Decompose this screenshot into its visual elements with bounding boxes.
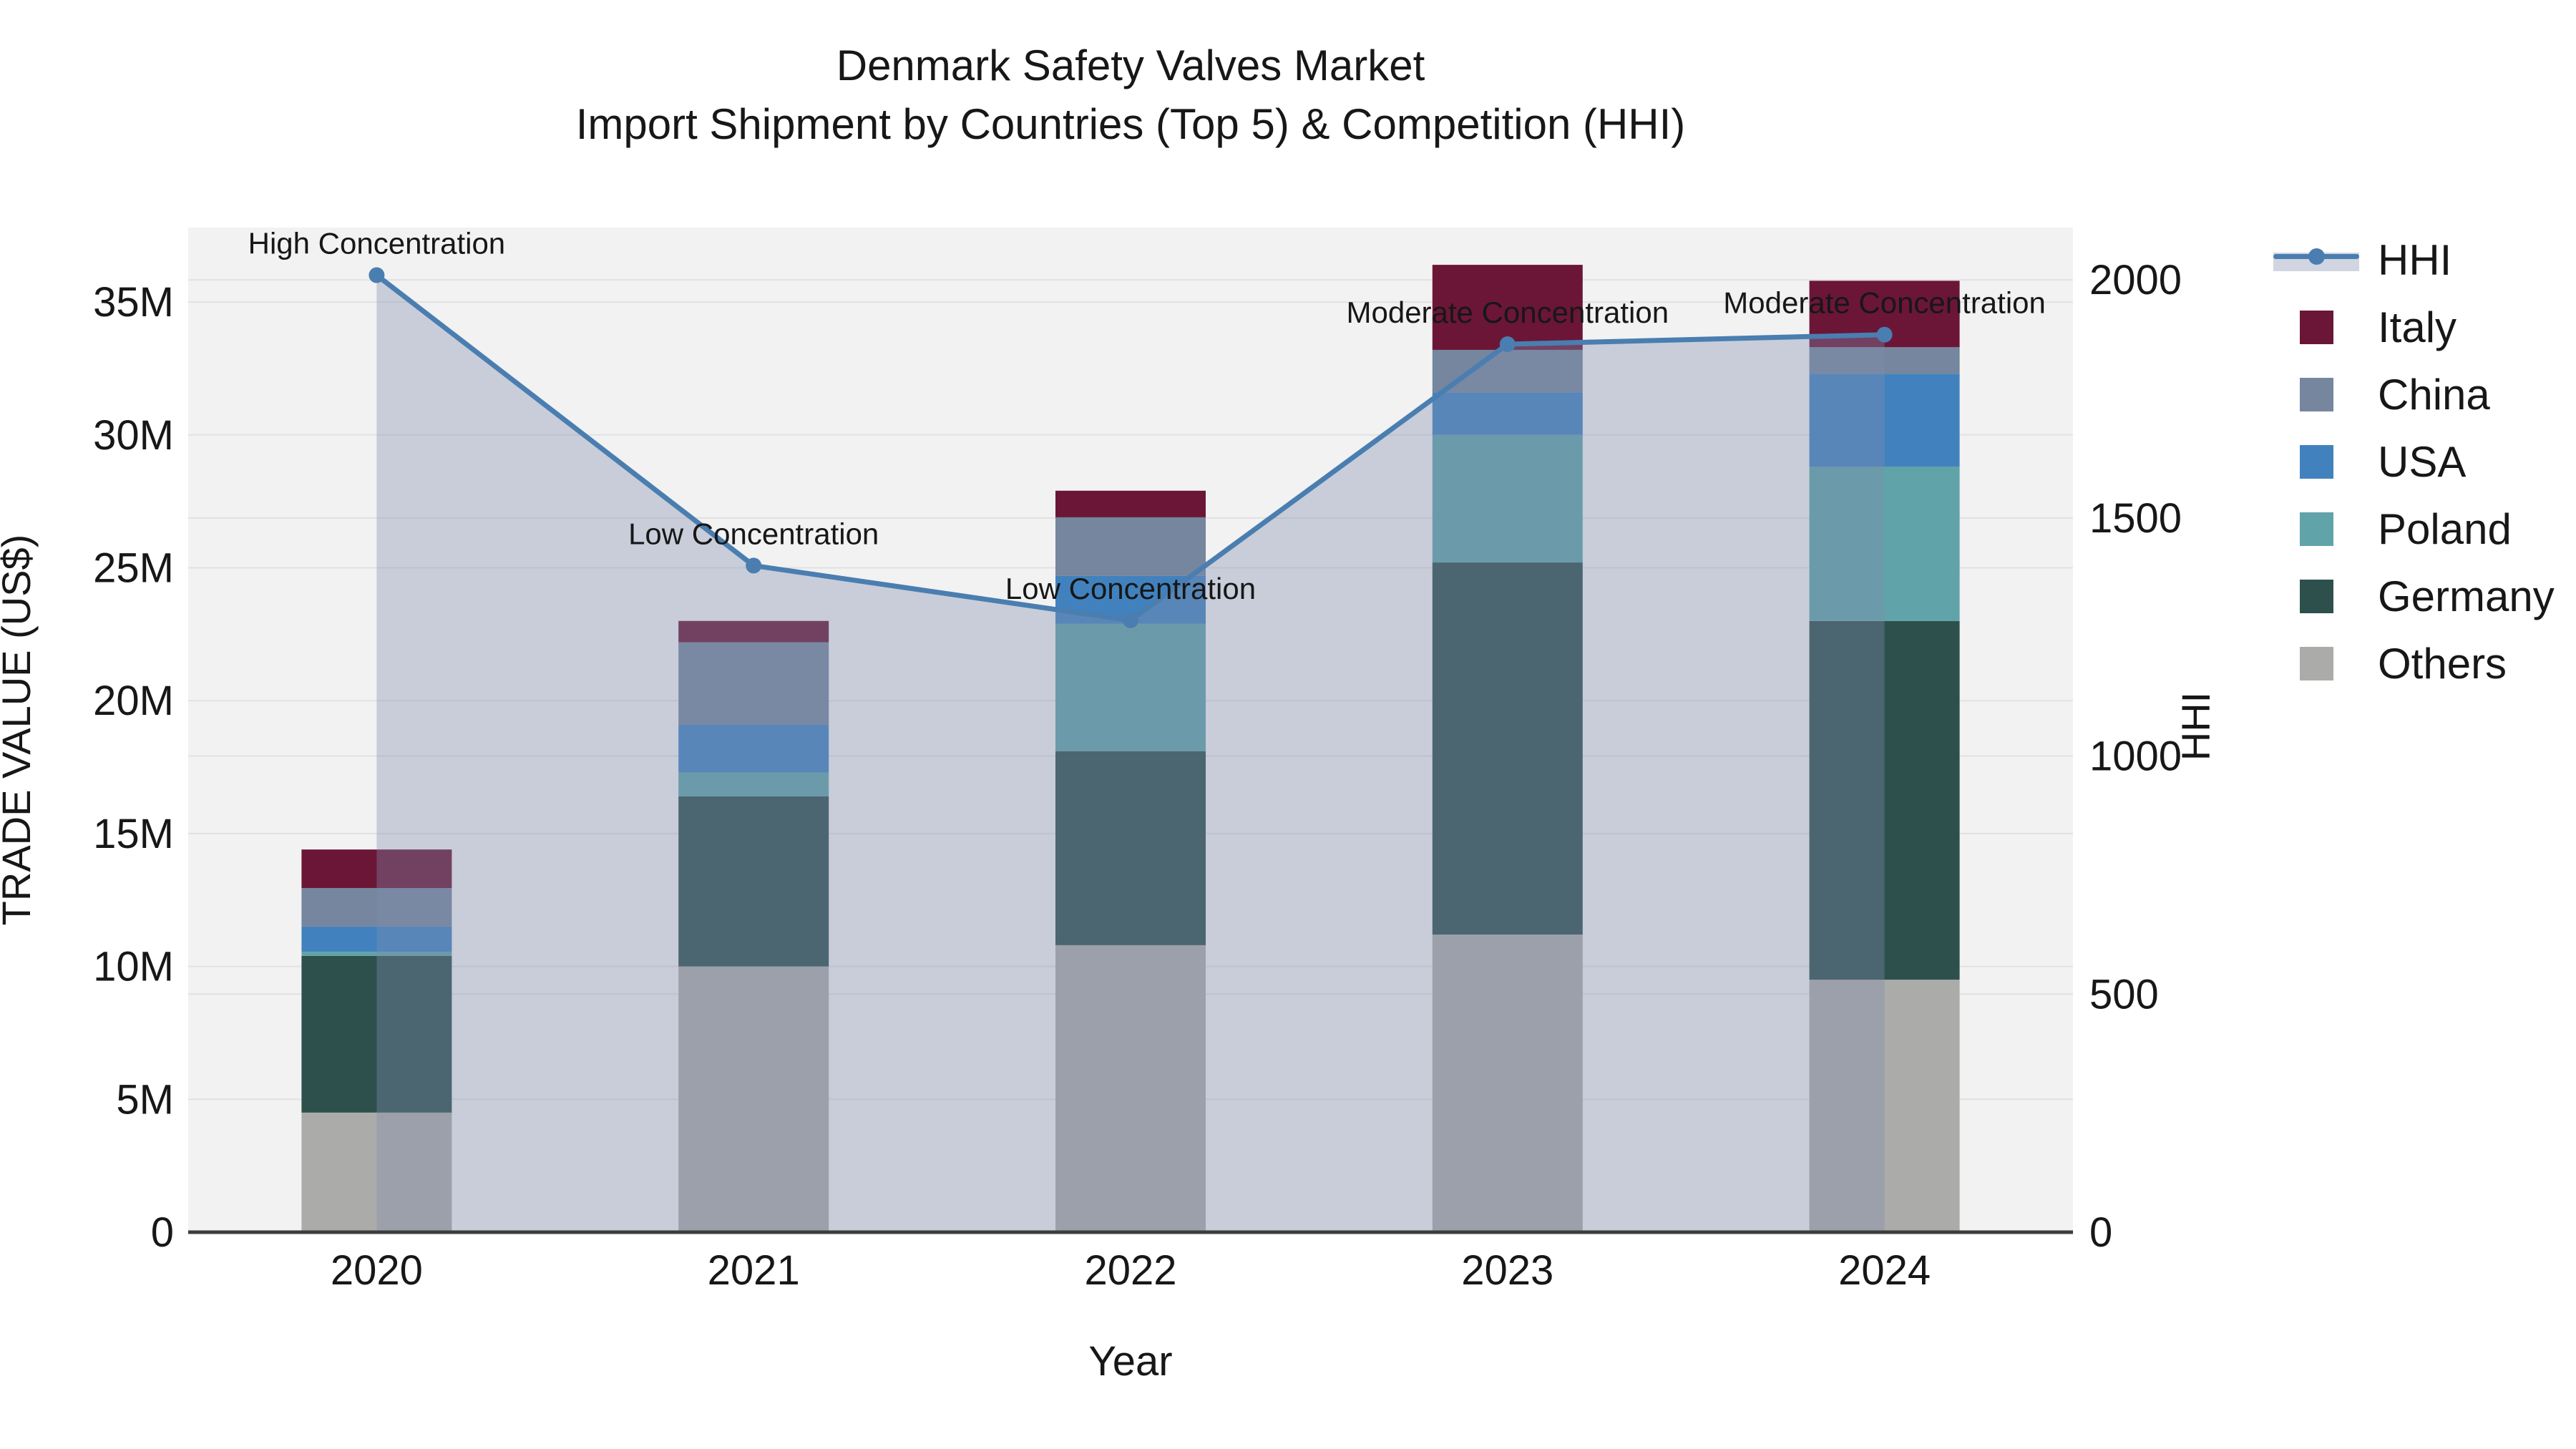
y-axis-title-right: HHI — [2173, 692, 2218, 761]
y-tick-left-30M: 30M — [93, 412, 174, 459]
bar-segment-others-2020 — [301, 1112, 452, 1232]
annotation-2020: High Concentration — [248, 227, 506, 260]
bar-segment-italy-2023 — [1432, 265, 1583, 350]
bar-segment-poland-2024 — [1809, 467, 1960, 621]
legend-swatch-icon — [2273, 512, 2359, 546]
bar-segment-germany-2021 — [678, 796, 829, 967]
legend-item-hhi: HHI — [2273, 235, 2555, 284]
y-tick-left-10M: 10M — [93, 944, 174, 990]
bar-segment-china-2021 — [678, 642, 829, 725]
bar-segment-others-2023 — [1432, 935, 1583, 1232]
legend-color-square — [2299, 444, 2333, 479]
bar-segment-poland-2023 — [1432, 434, 1583, 563]
legend-item-poland: Poland — [2273, 504, 2555, 553]
legend-item-germany: Germany — [2273, 572, 2555, 620]
bar-segment-poland-2021 — [678, 772, 829, 796]
legend-item-usa: USA — [2273, 437, 2555, 486]
bar-segment-italy-2020 — [301, 849, 452, 889]
x-tick-2023: 2023 — [1461, 1247, 1553, 1294]
bar-segment-poland-2022 — [1055, 623, 1206, 751]
bar-segment-china-2022 — [1055, 517, 1206, 576]
legend-swatch-icon — [2273, 444, 2359, 479]
bar-segment-china-2024 — [1809, 347, 1960, 374]
x-tick-2021: 2021 — [708, 1247, 800, 1294]
annotation-2023: Moderate Concentration — [1346, 296, 1669, 329]
y-tick-left-20M: 20M — [93, 678, 174, 724]
bar-segment-china-2020 — [301, 888, 452, 927]
x-tick-2024: 2024 — [1838, 1247, 1931, 1294]
legend-label: Italy — [2378, 303, 2457, 351]
legend-label: HHI — [2378, 235, 2452, 284]
legend-color-square — [2299, 512, 2333, 546]
bar-segment-others-2024 — [1809, 980, 1960, 1232]
legend-swatch-icon — [2273, 377, 2359, 411]
bar-segment-usa-2020 — [301, 926, 452, 952]
bar-segment-germany-2022 — [1055, 751, 1206, 945]
legend-label: Others — [2378, 639, 2507, 688]
hhi-marker-2023 — [1499, 336, 1516, 353]
legend-item-italy: Italy — [2273, 303, 2555, 351]
x-tick-2020: 2020 — [331, 1247, 423, 1294]
chart-title: Denmark Safety Valves Market Import Ship… — [188, 42, 2073, 149]
bar-segment-italy-2021 — [678, 620, 829, 643]
legend-item-others: Others — [2273, 639, 2555, 688]
y-tick-right-1500: 1500 — [2089, 495, 2182, 542]
bar-segment-china-2023 — [1432, 349, 1583, 393]
y-tick-right-500: 500 — [2089, 971, 2159, 1018]
legend-label: China — [2378, 370, 2490, 419]
legend-label: USA — [2378, 437, 2467, 486]
bar-segment-germany-2023 — [1432, 562, 1583, 935]
chart-title-line2: Import Shipment by Countries (Top 5) & C… — [575, 100, 1686, 148]
y-tick-right-0: 0 — [2089, 1209, 2112, 1256]
y-axis-title-left: TRADE VALUE (US$) — [0, 535, 39, 926]
annotation-2021: Low Concentration — [628, 517, 879, 550]
legend-swatch-icon — [2273, 579, 2359, 613]
y-tick-left-35M: 35M — [93, 279, 174, 326]
legend-swatch-icon — [2273, 646, 2359, 680]
legend-item-china: China — [2273, 370, 2555, 419]
y-tick-right-2000: 2000 — [2089, 257, 2182, 303]
bar-segment-italy-2022 — [1055, 490, 1206, 517]
hhi-line-swatch-icon — [2273, 248, 2359, 271]
bar-segment-germany-2020 — [301, 955, 452, 1113]
hhi-marker-2022 — [1123, 612, 1138, 628]
legend-color-square — [2299, 646, 2333, 680]
y-tick-left-0: 0 — [151, 1209, 174, 1256]
bar-segment-others-2022 — [1055, 945, 1206, 1232]
hhi-area-fill — [376, 275, 1885, 1232]
x-tick-2022: 2022 — [1084, 1247, 1176, 1294]
y-tick-left-15M: 15M — [93, 811, 174, 857]
annotation-2024: Moderate Concentration — [1723, 286, 2046, 320]
legend-color-square — [2299, 579, 2333, 613]
legend-swatch-icon — [2273, 310, 2359, 344]
x-axis-title: Year — [1088, 1338, 1172, 1385]
chart-title-line1: Denmark Safety Valves Market — [836, 42, 1425, 89]
bar-segment-usa-2023 — [1432, 392, 1583, 435]
legend: HHI Italy China USA Poland Germany Others — [2273, 235, 2555, 688]
legend-label: Germany — [2378, 572, 2555, 620]
y-tick-right-1000: 1000 — [2089, 733, 2182, 780]
hhi-legend-glyph — [2273, 248, 2359, 271]
y-tick-left-25M: 25M — [93, 545, 174, 592]
hhi-marker-2020 — [369, 267, 385, 283]
bar-segment-usa-2021 — [678, 724, 829, 773]
bar-segment-poland-2020 — [301, 952, 452, 956]
hhi-marker-2024 — [1876, 326, 1893, 343]
hhi-marker-2021 — [746, 557, 762, 574]
legend-color-square — [2299, 310, 2333, 344]
y-tick-left-5M: 5M — [116, 1076, 174, 1123]
annotation-2022: Low Concentration — [1005, 572, 1256, 605]
bar-segment-usa-2024 — [1809, 374, 1960, 467]
bar-segment-germany-2024 — [1809, 620, 1960, 980]
bar-segment-others-2021 — [678, 966, 829, 1232]
legend-label: Poland — [2378, 504, 2512, 553]
legend-color-square — [2299, 377, 2333, 411]
